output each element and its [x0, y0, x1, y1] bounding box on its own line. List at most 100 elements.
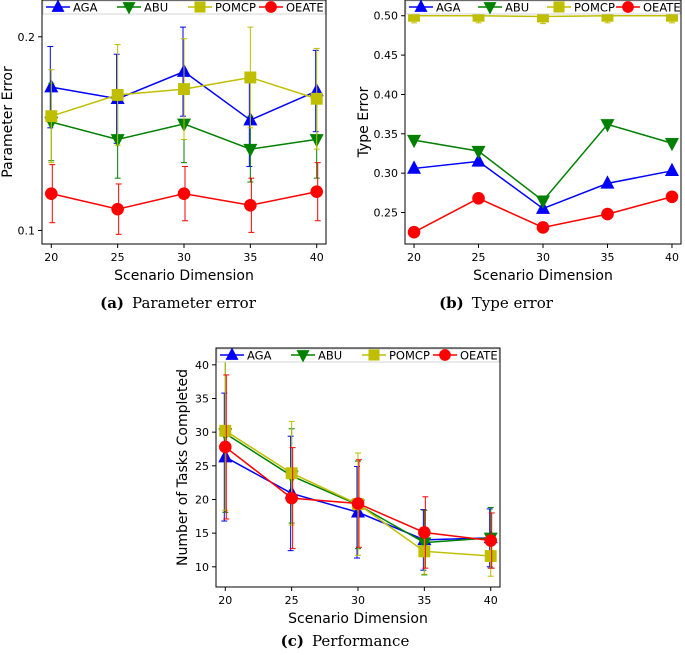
- legend-label-aga: AGA: [247, 349, 272, 363]
- oeate-point: [418, 526, 431, 539]
- legend-marker-pomcp: [368, 349, 380, 361]
- caption-text: Type error: [472, 294, 554, 312]
- chart-panel-3: 20 25 30 35 40 10 15 20 25 30 35 40 Scenario Dimensi…: [175, 347, 501, 650]
- legend-label-abu: ABU: [144, 1, 168, 15]
- x-tick-label: 40: [310, 251, 324, 264]
- legend: AGA ABU POMCP OEATE: [42, 0, 326, 15]
- pomcp-point: [601, 9, 614, 22]
- legend-label-aga: AGA: [436, 1, 461, 15]
- legend-box: [405, 0, 681, 15]
- pomcp-point: [244, 71, 257, 84]
- x-tick-label: 25: [472, 251, 486, 264]
- oeate-point: [244, 198, 257, 212]
- abu-point: [536, 195, 550, 209]
- pomcp-point: [666, 9, 678, 22]
- legend-label-pomcp: POMCP: [215, 1, 256, 15]
- pomcp-point: [484, 550, 497, 562]
- x-tick-label: 25: [285, 594, 299, 607]
- pomcp-point: [178, 83, 190, 96]
- legend-label-abu: ABU: [318, 349, 342, 363]
- pomcp-point: [537, 10, 549, 23]
- aga-point: [664, 162, 679, 177]
- y-tick-label: 0.35: [374, 128, 399, 141]
- y-tick-label: 40: [195, 359, 209, 372]
- x-tick-label: 20: [407, 251, 421, 264]
- legend-marker-aga: [414, 0, 428, 12]
- abu-point: [664, 138, 679, 152]
- legend-label-abu: ABU: [505, 1, 529, 15]
- plot-area: [218, 350, 498, 577]
- y-tick-label: 0.2: [18, 31, 36, 44]
- y-tick-label: 30: [195, 426, 209, 439]
- pomcp-point: [310, 92, 323, 105]
- y-tick-label: 15: [195, 527, 209, 540]
- plot-area: [44, 26, 324, 235]
- legend: AGA ABU POMCP OEATE: [216, 347, 500, 363]
- legend-marker-pomcp: [194, 1, 206, 13]
- oeate-point: [310, 185, 324, 199]
- y-tick-label: 0.25: [374, 207, 399, 220]
- abu-series-line: [413, 123, 673, 202]
- x-tick-label: 30: [351, 594, 365, 607]
- oeate-point: [285, 491, 298, 505]
- y-axis-label: Number of Tasks Completed: [175, 369, 191, 566]
- oeate-point: [536, 221, 550, 234]
- y-tick-label: 0.50: [374, 10, 399, 23]
- oeate-point: [484, 534, 498, 547]
- pomcp-point: [472, 9, 485, 22]
- chart-panel-1: 20 25 30 35 40 0.1 0.2 Scenario Dimension Parame…: [0, 0, 327, 312]
- x-axis-label: Scenario Dimension: [114, 268, 254, 284]
- aga-point: [471, 153, 486, 167]
- abu-point: [471, 145, 486, 160]
- legend-label-aga: AGA: [73, 1, 98, 15]
- legend-marker-oeate: [439, 349, 451, 361]
- legend-marker-abu: [122, 2, 136, 15]
- y-axis-label: Parameter Error: [0, 66, 16, 178]
- pomcp-point: [111, 88, 124, 101]
- oeate-point: [111, 202, 124, 216]
- chart-panel-2: 20 25 30 35 40 0.25 0.30 0.35 0.40 0.45 0.50 Scenar…: [356, 0, 682, 312]
- oeate-point: [472, 192, 485, 205]
- y-axis-label: Type Error: [356, 86, 372, 158]
- caption-letter: (b): [439, 294, 464, 312]
- x-tick-label: 40: [484, 594, 498, 607]
- oeate-point: [218, 440, 232, 454]
- legend-marker-pomcp: [553, 1, 565, 13]
- legend-marker-aga: [225, 347, 239, 360]
- y-tick-label: 35: [195, 392, 209, 405]
- oeate-point: [351, 497, 365, 510]
- legend-label-pomcp: POMCP: [574, 1, 615, 15]
- x-tick-label: 30: [177, 251, 191, 264]
- x-axis-label: Scenario Dimension: [473, 268, 613, 284]
- caption-text: Performance: [312, 632, 409, 650]
- legend-label-oeate: OEATE: [643, 1, 681, 15]
- caption: (c) Performance: [281, 632, 410, 650]
- abu-point: [243, 143, 258, 158]
- oeate-point: [44, 187, 58, 200]
- caption: (b) Type error: [439, 294, 554, 312]
- pomcp-point: [408, 9, 420, 22]
- oeate-point: [665, 190, 679, 204]
- x-tick-label: 40: [665, 251, 679, 264]
- aga-point: [407, 160, 422, 174]
- legend-label-pomcp: POMCP: [389, 349, 430, 363]
- oeate-point: [601, 207, 614, 221]
- legend-marker-abu: [483, 2, 497, 15]
- caption-letter: (c): [281, 632, 304, 650]
- x-tick-label: 25: [111, 251, 125, 264]
- oeate-point: [407, 225, 421, 239]
- plot-area: [407, 8, 679, 239]
- pomcp-point: [418, 545, 431, 558]
- legend-marker-aga: [51, 0, 65, 12]
- y-tick-label: 0.45: [374, 49, 399, 62]
- caption: (a) Parameter error: [100, 294, 257, 312]
- caption-text: Parameter error: [132, 294, 257, 312]
- legend-marker-oeate: [622, 1, 634, 13]
- legend-label-oeate: OEATE: [286, 1, 324, 15]
- y-tick-label: 0.30: [374, 167, 399, 180]
- y-tick-label: 20: [195, 493, 209, 506]
- abu-point: [407, 134, 422, 149]
- legend-label-oeate: OEATE: [460, 349, 498, 363]
- legend-box: [42, 0, 326, 15]
